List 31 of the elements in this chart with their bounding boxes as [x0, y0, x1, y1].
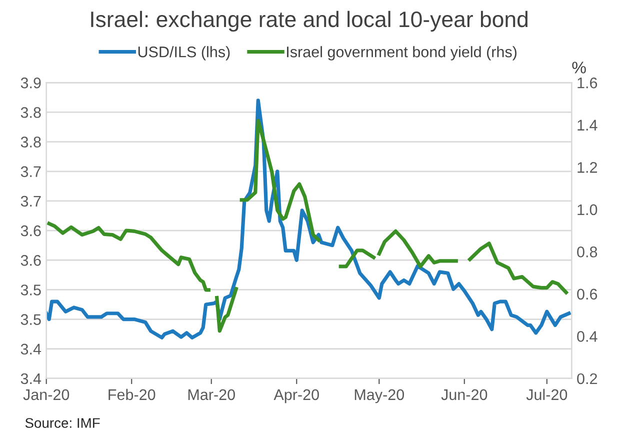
y2-axis-title: %: [572, 62, 586, 74]
y2-tick-label: 0.8: [577, 246, 598, 258]
legend-label: Israel government bond yield (rhs): [287, 46, 516, 60]
y-tick-label: 3.8: [20, 136, 41, 148]
x-tick-label: Jul-20: [526, 388, 568, 400]
x-tick-label: Feb-20: [108, 388, 156, 400]
x-tick-label: Jan-20: [23, 389, 70, 400]
chart-title: Israel: exchange rate and local 10-year bond: [91, 10, 528, 32]
y2-tick-label: 1.0: [578, 204, 598, 216]
y-tick-label: 3.8: [20, 107, 41, 118]
y-tick-label: 3.6: [20, 225, 41, 236]
y-tick-label: 3.7: [20, 166, 41, 178]
y-tick-label: 3.7: [20, 196, 41, 207]
y2-tick-label: 1.4: [578, 120, 598, 130]
y2-tick-label: 0.2: [577, 373, 597, 384]
y-tick-label: 3.4: [20, 344, 42, 355]
y-tick-label: 3.6: [20, 255, 41, 266]
y-tick-label: 3.5: [20, 314, 41, 325]
legend-label: USD/ILS (lhs): [138, 46, 230, 60]
y2-tick-label: 0.4: [577, 331, 598, 342]
x-tick-label: Mar-20: [188, 389, 235, 400]
x-tick-label: Jun-20: [441, 389, 488, 400]
x-tick-label: Apr-20: [274, 389, 319, 404]
y2-tick-label: 0.6: [577, 288, 598, 300]
y2-tick-label: 1.6: [578, 78, 598, 88]
y-tick-label: 3.5: [20, 284, 41, 296]
source-note: Source: IMF: [25, 418, 100, 428]
y-tick-label: 3.9: [20, 78, 41, 88]
x-tick-label: May-20: [354, 389, 404, 404]
y2-tick-label: 1.2: [578, 162, 597, 173]
y-tick-label: 3.4: [20, 373, 42, 384]
